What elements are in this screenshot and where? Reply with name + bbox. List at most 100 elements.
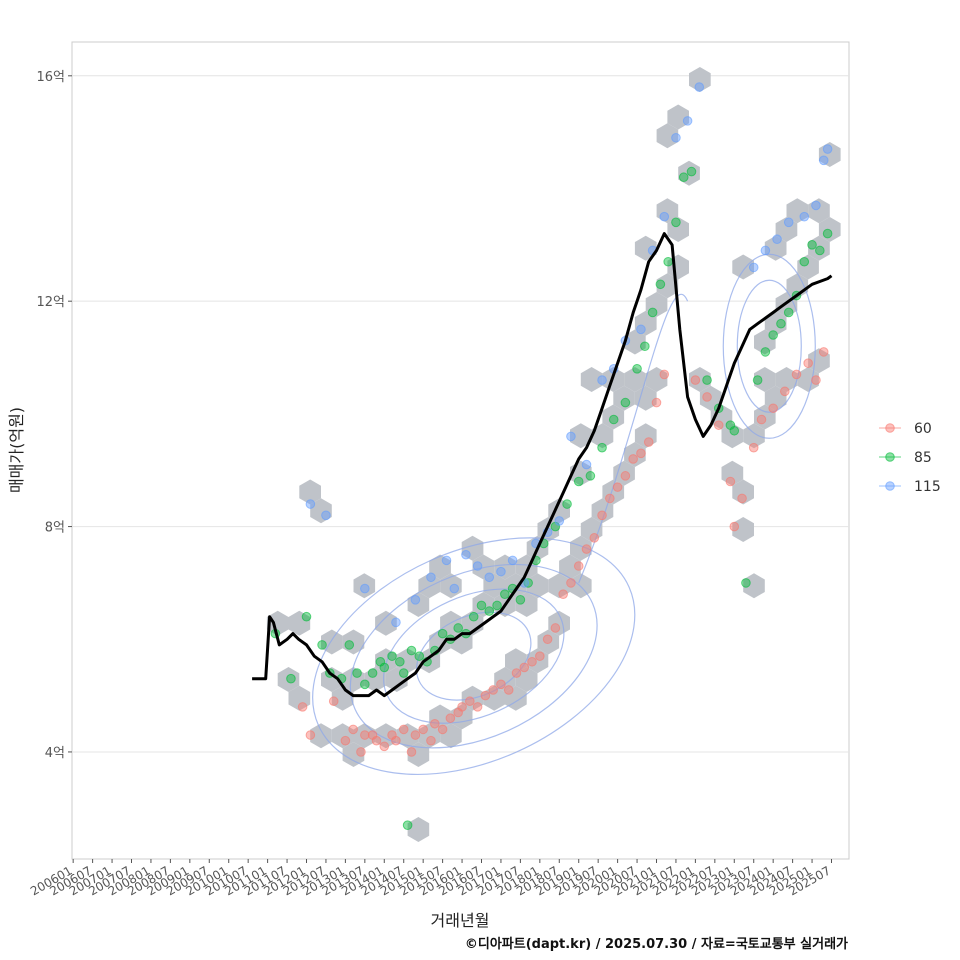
x-axis-title: 거래년월 bbox=[431, 911, 490, 930]
hex-cell bbox=[634, 423, 657, 449]
point-60 bbox=[503, 685, 514, 695]
point-85 bbox=[655, 279, 666, 290]
point-115 bbox=[760, 245, 771, 256]
point-60 bbox=[818, 347, 829, 357]
point-60 bbox=[659, 369, 670, 380]
point-60 bbox=[297, 702, 308, 712]
hex-cell bbox=[656, 273, 679, 299]
point-60 bbox=[550, 623, 561, 633]
point-115 bbox=[449, 583, 460, 594]
hex-cell bbox=[624, 367, 646, 392]
hex-cell bbox=[667, 217, 689, 242]
point-60 bbox=[430, 718, 440, 729]
point-85 bbox=[702, 375, 712, 385]
point-115 bbox=[818, 155, 829, 166]
point-85 bbox=[585, 471, 596, 481]
point-85 bbox=[799, 256, 810, 267]
point-85 bbox=[492, 600, 502, 611]
point-85 bbox=[671, 217, 681, 228]
point-85 bbox=[453, 623, 463, 633]
point-85 bbox=[807, 240, 817, 250]
point-115 bbox=[360, 583, 370, 594]
hex-cell bbox=[656, 198, 679, 224]
hex-cell bbox=[494, 554, 516, 580]
hex-cell bbox=[580, 367, 603, 392]
point-60 bbox=[496, 679, 506, 690]
hex-cell bbox=[764, 310, 787, 336]
hex-cell bbox=[797, 254, 819, 280]
hex-cell bbox=[407, 817, 430, 842]
point-85 bbox=[640, 341, 650, 352]
contour-ring bbox=[722, 253, 816, 439]
point-60 bbox=[651, 397, 662, 408]
hex-cell bbox=[678, 160, 700, 186]
point-60 bbox=[410, 730, 421, 740]
point-60 bbox=[729, 521, 740, 532]
hex-cell bbox=[526, 573, 549, 599]
point-85 bbox=[484, 606, 495, 616]
contour-ring bbox=[312, 537, 636, 776]
point-60 bbox=[328, 696, 339, 707]
y-axis-ticks: 4억 8억 12억 16억 bbox=[36, 70, 72, 761]
legend-label: 85 bbox=[914, 450, 932, 466]
point-85 bbox=[317, 640, 327, 650]
point-60 bbox=[391, 735, 401, 746]
point-60 bbox=[581, 544, 592, 554]
point-60 bbox=[597, 510, 607, 521]
point-115 bbox=[472, 561, 483, 571]
point-115 bbox=[566, 431, 576, 442]
hex-cell bbox=[440, 723, 462, 749]
legend: 60 85 115 bbox=[879, 421, 941, 495]
point-85 bbox=[686, 166, 697, 177]
point-85 bbox=[741, 578, 751, 588]
point-85 bbox=[620, 397, 631, 408]
point-60 bbox=[426, 735, 436, 746]
hex-cell bbox=[634, 310, 657, 336]
point-60 bbox=[748, 442, 759, 453]
point-85 bbox=[406, 645, 417, 656]
point-60 bbox=[780, 386, 790, 397]
point-60 bbox=[566, 578, 576, 588]
point-115 bbox=[597, 375, 607, 385]
hex-cell bbox=[754, 367, 776, 392]
point-85 bbox=[402, 820, 413, 830]
point-85 bbox=[783, 307, 794, 318]
point-85 bbox=[597, 442, 607, 453]
source-caption: ©디아파트(dapt.kr) / 2025.07.30 / 자료=국토교통부 실… bbox=[465, 936, 848, 952]
hex-cell bbox=[645, 292, 668, 317]
hex-cell bbox=[396, 723, 419, 749]
hex-cell bbox=[342, 629, 365, 655]
point-60 bbox=[628, 454, 638, 464]
hex-cell bbox=[310, 498, 332, 524]
point-60 bbox=[636, 448, 646, 459]
point-60 bbox=[445, 713, 456, 723]
contour-ring bbox=[349, 563, 598, 749]
hex-cell bbox=[548, 498, 570, 524]
point-60 bbox=[348, 724, 358, 735]
point-60 bbox=[340, 735, 351, 746]
point-60 bbox=[737, 493, 747, 504]
point-115 bbox=[748, 262, 759, 273]
hex-cell bbox=[721, 423, 744, 449]
hex-cell bbox=[624, 329, 646, 355]
legend-key-dot bbox=[885, 481, 895, 491]
point-85 bbox=[468, 611, 479, 622]
point-60 bbox=[437, 724, 448, 735]
hex-cell bbox=[288, 685, 311, 711]
point-115 bbox=[507, 555, 518, 566]
hex-cell bbox=[472, 592, 495, 617]
point-85 bbox=[647, 307, 658, 318]
hex-cell bbox=[570, 535, 592, 561]
point-85 bbox=[344, 640, 355, 650]
point-85 bbox=[822, 228, 833, 239]
point-85 bbox=[379, 662, 390, 673]
point-60 bbox=[643, 437, 654, 447]
hex-cell bbox=[613, 460, 635, 486]
point-85 bbox=[515, 595, 526, 605]
hex-cell bbox=[743, 423, 765, 449]
hex-cell bbox=[808, 235, 830, 261]
hex-cell bbox=[375, 610, 397, 636]
hex-cell bbox=[429, 629, 451, 655]
point-60 bbox=[605, 493, 615, 504]
point-60 bbox=[398, 724, 409, 735]
